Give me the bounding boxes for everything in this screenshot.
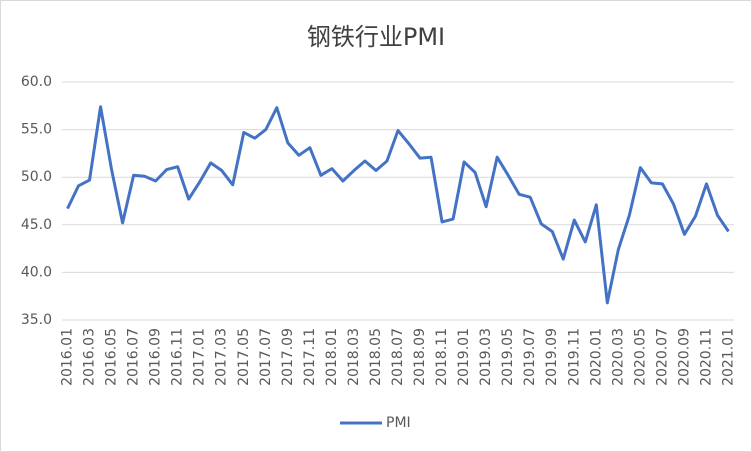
x-tick-label: 2017.01	[192, 328, 208, 386]
x-tick-label: 2020.11	[698, 328, 714, 386]
x-tick-label: 2020.01	[588, 328, 604, 386]
x-tick-label: 2016.01	[60, 328, 76, 386]
x-tick-label: 2018.09	[412, 328, 428, 386]
x-tick-label: 2019.11	[566, 328, 582, 386]
x-tick-label: 2017.03	[214, 328, 230, 386]
x-tick-label: 2016.05	[104, 328, 120, 386]
x-tick-label: 2018.11	[434, 328, 450, 386]
x-tick-label: 2017.09	[280, 328, 296, 386]
y-tick-label: 50.0	[21, 169, 52, 185]
data-line	[66, 105, 730, 305]
x-tick-label: 2020.03	[610, 328, 626, 386]
x-tick-label: 2018.03	[346, 328, 362, 386]
x-tick-label: 2016.11	[170, 328, 186, 386]
x-tick-label: 2017.05	[236, 328, 252, 386]
y-tick-label: 35.0	[21, 312, 52, 328]
x-tick-label: 2019.09	[544, 328, 560, 386]
x-tick-label: 2018.07	[390, 328, 406, 386]
x-tick-label: 2016.07	[126, 328, 142, 386]
x-tick-label: 2021.01	[720, 328, 736, 386]
x-tick-label: 2016.03	[82, 328, 98, 386]
x-tick-label: 2020.05	[632, 328, 648, 386]
x-tick-label: 2020.07	[654, 328, 670, 386]
y-tick-label: 45.0	[21, 217, 52, 233]
x-tick-label: 2020.09	[676, 328, 692, 386]
y-tick-label: 40.0	[21, 264, 52, 280]
y-tick-label: 55.0	[21, 122, 52, 138]
x-tick-label: 2017.11	[302, 328, 318, 386]
x-tick-label: 2017.07	[258, 328, 274, 386]
x-tick-label: 2016.09	[148, 328, 164, 386]
x-tick-label: 2019.05	[500, 328, 516, 386]
x-tick-label: 2018.01	[324, 328, 340, 386]
x-tick-label: 2019.01	[456, 328, 472, 386]
x-tick-label: 2019.03	[478, 328, 494, 386]
x-tick-label: 2018.05	[368, 328, 384, 386]
chart-title: 钢铁行业PMI	[307, 23, 445, 51]
legend-label: PMI	[386, 415, 411, 431]
y-tick-label: 60.0	[21, 74, 52, 90]
x-tick-label: 2019.07	[522, 328, 538, 386]
